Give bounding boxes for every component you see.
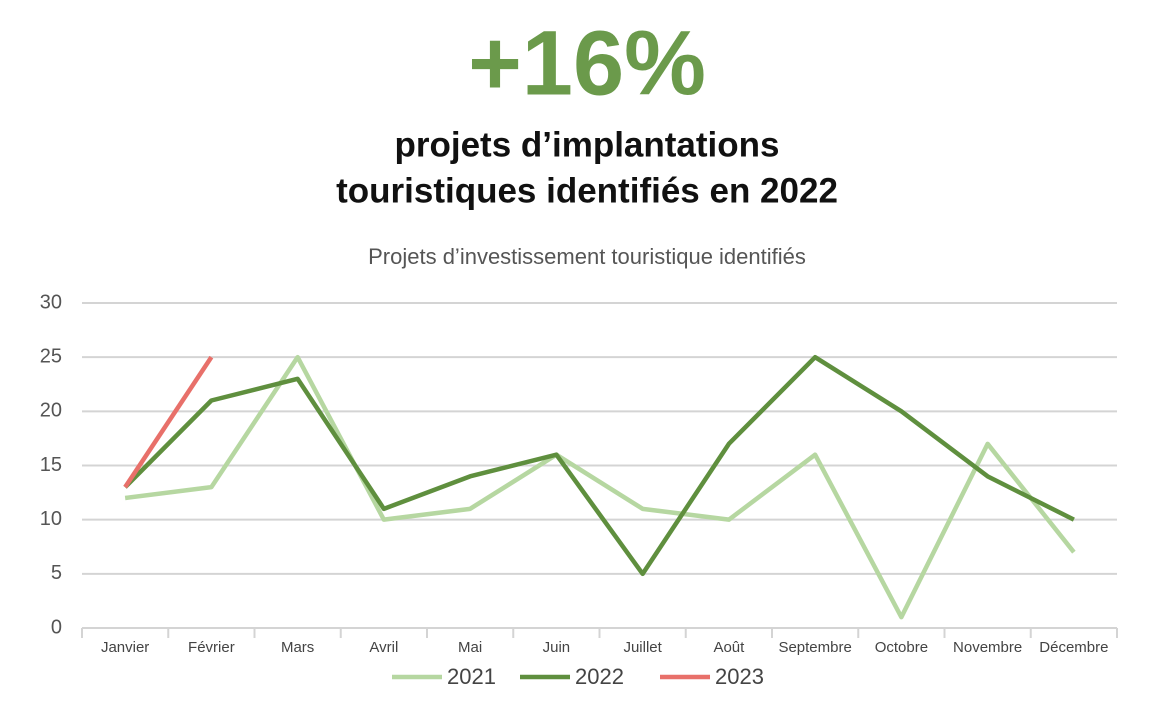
x-tick-label: Juillet <box>623 639 662 656</box>
y-tick-label: 10 <box>40 508 62 530</box>
y-tick-label: 5 <box>51 562 62 584</box>
y-tick-label: 30 <box>40 291 62 313</box>
subheadline: projets d’implantations <box>394 125 779 164</box>
x-tick-label: Mars <box>281 639 314 656</box>
headline: +16% <box>468 12 706 114</box>
x-tick-label: Août <box>713 639 745 656</box>
x-tick-label: Décembre <box>1039 639 1108 656</box>
y-tick-label: 0 <box>51 616 62 638</box>
y-tick-label: 15 <box>40 454 62 476</box>
x-tick-label: Avril <box>369 639 398 656</box>
legend-label: 2022 <box>575 664 624 689</box>
y-tick-label: 20 <box>40 400 62 422</box>
legend-label: 2021 <box>447 664 496 689</box>
x-tick-label: Janvier <box>101 639 149 656</box>
legend-label: 2023 <box>715 664 764 689</box>
x-tick-label: Octobre <box>875 639 928 656</box>
series-line <box>124 354 1076 620</box>
x-tick-label: Février <box>188 639 235 656</box>
series-line <box>123 355 214 489</box>
series-line <box>123 354 1075 577</box>
x-tick-label: Juin <box>543 639 571 656</box>
x-tick-label: Novembre <box>953 639 1022 656</box>
x-tick-label: Mai <box>458 639 482 656</box>
y-tick-label: 25 <box>40 345 62 367</box>
subheadline: touristiques identifiés en 2022 <box>336 171 838 210</box>
chart-title: Projets d’investissement touristique ide… <box>368 244 806 269</box>
x-tick-label: Septembre <box>778 639 851 656</box>
